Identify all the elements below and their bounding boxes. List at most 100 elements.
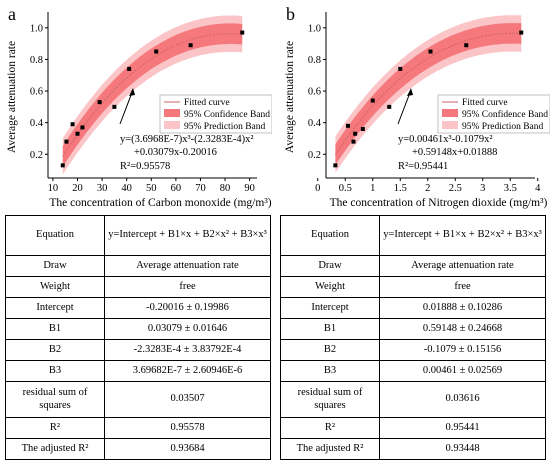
row-value: -0.1079 ± 0.15156 <box>379 339 546 361</box>
row-value: 0.03616 <box>379 381 546 418</box>
row-value: 0.95441 <box>379 417 546 439</box>
row-label: Weight <box>280 276 380 298</box>
row-value: -2.3283E-4 ± 3.83792E-4 <box>104 339 271 361</box>
x-tick-label: 1.5 <box>394 183 407 194</box>
equation-line: +0.59148x+0.01888 <box>412 147 497 158</box>
row-label: Intercept <box>280 297 380 319</box>
row-label: R² <box>5 417 105 439</box>
y-tick-label: 0.6 <box>308 87 321 98</box>
data-point <box>60 163 65 168</box>
confidence-band <box>62 23 243 167</box>
x-axis-label: The concentration of Carbon monoxide (mg… <box>49 197 271 209</box>
row-value: 0.95578 <box>104 417 271 439</box>
x-tick-label: 30 <box>97 183 108 194</box>
chart-a-svg: 10 20 30 40 50 60 70 80 90 0.2 0.4 0.6 0.8 1.0 The con… <box>6 4 273 209</box>
table-row: Intercept -0.20016 ± 0.19986 <box>5 297 271 319</box>
data-point <box>70 122 75 127</box>
row-label: B1 <box>5 318 105 340</box>
data-point <box>353 131 358 136</box>
row-value: 0.01888 ± 0.10286 <box>379 297 546 319</box>
table-row: The adjusted R² 0.93448 <box>280 438 546 460</box>
row-label: B2 <box>280 339 380 361</box>
y-tick-label: 0.2 <box>30 150 43 161</box>
data-point <box>360 126 365 131</box>
confidence-band <box>335 23 522 165</box>
equation-line: y=0.00461x³-0.1079x² <box>398 134 492 145</box>
x-tick-label: 3.5 <box>504 183 517 194</box>
data-point <box>188 43 193 48</box>
r-squared-label: R²=0.95578 <box>120 161 170 172</box>
y-tick-label: 0.4 <box>308 118 322 129</box>
row-label: R² <box>280 417 380 439</box>
row-label: B1 <box>280 318 380 340</box>
table-row: B2 -0.1079 ± 0.15156 <box>280 339 546 361</box>
data-point <box>80 125 85 130</box>
row-label: residual sum of squares <box>280 381 380 418</box>
row-value: Average attenuation rate <box>379 255 546 277</box>
row-label: Equation <box>5 215 105 256</box>
x-tick-label: 80 <box>220 183 231 194</box>
panel-label: b <box>286 4 295 24</box>
row-value: -0.20016 ± 0.19986 <box>104 297 271 319</box>
data-point <box>127 66 132 71</box>
table-row: Equation y=Intercept + B1×x + B2×x² + B3×… <box>5 215 271 256</box>
row-value: 0.03079 ± 0.01646 <box>104 318 271 340</box>
data-point <box>112 104 117 109</box>
legend-entry: 95% Prediction Band <box>184 122 266 132</box>
panel-label: a <box>8 4 16 24</box>
chart-panel-a: 10 20 30 40 50 60 70 80 90 0.2 0.4 0.6 0.8 1.0 The con… <box>2 0 273 212</box>
data-point <box>333 163 338 168</box>
row-value: 0.59148 ± 0.24668 <box>379 318 546 340</box>
legend-entry: 95% Confidence Band <box>462 109 548 120</box>
y-axis-label: Average attenuation rate <box>6 41 18 153</box>
table-row: B1 0.03079 ± 0.01646 <box>5 318 271 340</box>
table-row: residual sum of squares 0.03507 <box>5 381 271 418</box>
table-row: R² 0.95441 <box>280 417 546 439</box>
row-label: Equation <box>280 215 380 256</box>
annotation-arrowhead <box>407 88 413 96</box>
row-value: free <box>379 276 546 298</box>
table-row: residual sum of squares 0.03616 <box>280 381 546 418</box>
table-row: Weight free <box>5 276 271 298</box>
table-row: B1 0.59148 ± 0.24668 <box>280 318 546 340</box>
legend-entry: Fitted curve <box>184 98 230 108</box>
x-tick-label: 50 <box>146 183 157 194</box>
data-point <box>154 49 159 54</box>
fit-stats-table-a: Equation y=Intercept + B1×x + B2×x² + B3×… <box>5 215 271 460</box>
y-tick-label: 0.8 <box>308 55 321 66</box>
x-tick-label: 0.5 <box>339 183 352 194</box>
row-label: The adjusted R² <box>280 438 380 460</box>
equation-line: +0.03079x-0.20016 <box>134 147 217 158</box>
x-tick-label: 40 <box>121 183 132 194</box>
x-tick-label: 70 <box>195 183 206 194</box>
table-row: B2 -2.3283E-4 ± 3.83792E-4 <box>5 339 271 361</box>
x-tick-label: 20 <box>72 183 83 194</box>
table-row: Draw Average attenuation rate <box>280 255 546 277</box>
legend-confidence-swatch <box>164 109 180 117</box>
data-point <box>464 43 469 48</box>
legend-prediction-swatch <box>442 121 458 129</box>
data-point <box>428 49 433 54</box>
row-value: 0.93448 <box>379 438 546 460</box>
x-tick-label: 1 <box>370 183 375 194</box>
legend-entry: 95% Prediction Band <box>462 122 544 132</box>
table-row: The adjusted R² 0.93684 <box>5 438 271 460</box>
x-tick-label: 2 <box>425 183 430 194</box>
data-point <box>370 98 375 103</box>
chart-panel-b: 0 0.5 1 1.5 2 2.5 3 3.5 4 0.2 0.4 0.6 0.8 1.0 The conc… <box>280 0 550 212</box>
table-row: Equation y=Intercept + B1×x + B2×x² + B3×… <box>280 215 546 256</box>
legend-entry: Fitted curve <box>462 98 508 108</box>
prediction-band <box>62 15 243 175</box>
table-row: Weight free <box>280 276 546 298</box>
x-axis-label: The concentration of Nitrogen dioxide (m… <box>330 197 548 209</box>
data-point <box>519 30 524 35</box>
table-row: B3 0.00461 ± 0.02569 <box>280 360 546 382</box>
row-value: 0.03507 <box>104 381 271 418</box>
data-point <box>75 131 80 136</box>
y-tick-label: 0.2 <box>308 150 321 161</box>
x-tick-label: 4 <box>535 183 541 194</box>
x-tick-label: 2.5 <box>449 183 462 194</box>
annotation-arrowhead <box>129 88 135 96</box>
x-tick-label: 90 <box>244 183 255 194</box>
data-point <box>351 139 356 144</box>
